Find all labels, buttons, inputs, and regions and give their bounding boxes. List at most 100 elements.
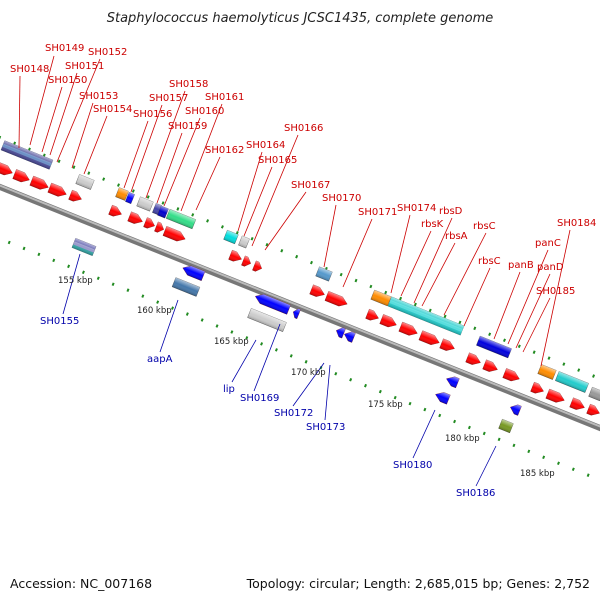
tick-mark [571, 467, 575, 471]
gene-label-top: SH0149 [45, 43, 84, 54]
gene-lip [255, 294, 291, 315]
leader-line [237, 151, 263, 232]
leader-line [195, 156, 221, 211]
gene-SH0162d [154, 221, 164, 233]
gene-label-top: SH0159 [168, 121, 207, 132]
gene-SH0160 [157, 205, 169, 219]
gene-SH0172 [336, 327, 346, 339]
label-leader-lines [18, 55, 571, 487]
gene-label-top: SH0150 [48, 75, 87, 86]
gene-rbsD [365, 308, 379, 321]
gene-SH0184 [537, 364, 557, 380]
leader-line [145, 90, 186, 199]
tick-mark [52, 258, 56, 263]
leader-line [251, 134, 299, 247]
tick-mark [304, 360, 308, 364]
leader-line [323, 204, 337, 268]
tick-mark [423, 407, 427, 412]
gene-SH0164 [223, 229, 239, 245]
gene-label-bottom: lip [223, 384, 235, 395]
tick-mark [453, 419, 457, 424]
gene-SH0154 [68, 189, 82, 202]
kbp-label: 175 kbp [368, 400, 403, 410]
leader-line [507, 249, 549, 345]
leader-line [421, 242, 456, 307]
gene-SH0165 [238, 235, 250, 249]
gene-label-top: SH0165 [258, 155, 297, 166]
tick-mark [354, 278, 358, 283]
gene-lip-b [293, 308, 301, 319]
leader-line [156, 132, 183, 204]
gene-SH0166 [228, 249, 242, 262]
kbp-label: 155 kbp [58, 276, 93, 286]
leader-line [29, 55, 55, 146]
gene-SH0167 [252, 260, 262, 272]
tick-mark [586, 473, 590, 477]
tick-mark [176, 207, 180, 211]
tick-mark [117, 183, 120, 187]
gene-SH0184c [588, 386, 600, 402]
tick-mark [542, 455, 546, 460]
leader-line [324, 364, 331, 421]
tick-mark [260, 342, 264, 346]
gene-label-top: SH0167 [291, 180, 330, 191]
leader-line [253, 323, 281, 392]
gene-SH0171 [309, 284, 325, 297]
reverse-gene-labels: SH0155 aapA lip SH0169 SH0172 SH0173 SH0… [40, 316, 495, 499]
tick-mark [438, 413, 442, 418]
leader-line [243, 166, 273, 237]
gene-SH0156 [115, 187, 129, 201]
leader-line [463, 267, 491, 327]
gene-panC [465, 352, 481, 365]
leader-line [56, 58, 101, 163]
tick-mark [126, 288, 130, 292]
leader-line [180, 103, 223, 212]
gene-label-top: panD [537, 262, 564, 273]
tick-mark [87, 171, 91, 175]
gene-SH0158 [136, 196, 154, 212]
tick-mark [131, 189, 135, 193]
map-title: Staphylococcus haemolyticus JCSC1435, co… [107, 11, 494, 26]
leader-line [540, 229, 571, 367]
tick-mark [111, 282, 115, 286]
tick-mark [413, 302, 417, 307]
tick-mark [349, 377, 353, 382]
tick-mark [310, 260, 313, 265]
gene-SH0185 [502, 368, 520, 382]
gene-SH0171b [324, 291, 348, 307]
tick-mark [37, 252, 41, 257]
gene-SH0174 [370, 289, 392, 307]
leader-line [522, 297, 551, 353]
gene-label-top: SH0185 [536, 286, 575, 297]
gene-SH0153 [75, 174, 95, 190]
leader-line [412, 409, 436, 459]
tick-mark [408, 401, 412, 406]
tick-mark [517, 344, 521, 348]
leader-line [163, 117, 201, 207]
tick-mark [171, 306, 174, 310]
tick-mark [527, 449, 531, 454]
tick-mark [384, 290, 388, 295]
gene-label-top: SH0161 [205, 92, 244, 103]
tick-mark [512, 443, 516, 448]
gene-label-top: SH0171 [358, 207, 397, 218]
gene-SH0162e [162, 226, 186, 242]
gene-SH0173 [344, 331, 356, 343]
leader-line [475, 445, 497, 487]
kbp-label: 180 kbp [445, 434, 480, 444]
tick-mark [81, 270, 85, 275]
tick-mark [141, 294, 145, 298]
leader-line [130, 104, 163, 193]
tick-mark [215, 324, 219, 328]
gene-label-top: SH0158 [169, 79, 208, 90]
gene-label-bottom: SH0172 [274, 408, 313, 419]
tick-mark [562, 362, 566, 366]
tick-mark [96, 276, 100, 281]
gene-label-top: SH0166 [284, 123, 323, 134]
leader-line [390, 214, 411, 294]
tick-mark [473, 326, 477, 331]
tick-mark [191, 213, 195, 217]
gene-SH0157 [125, 192, 135, 204]
kbp-label: 170 kbp [291, 368, 326, 378]
tick-mark [577, 368, 581, 372]
